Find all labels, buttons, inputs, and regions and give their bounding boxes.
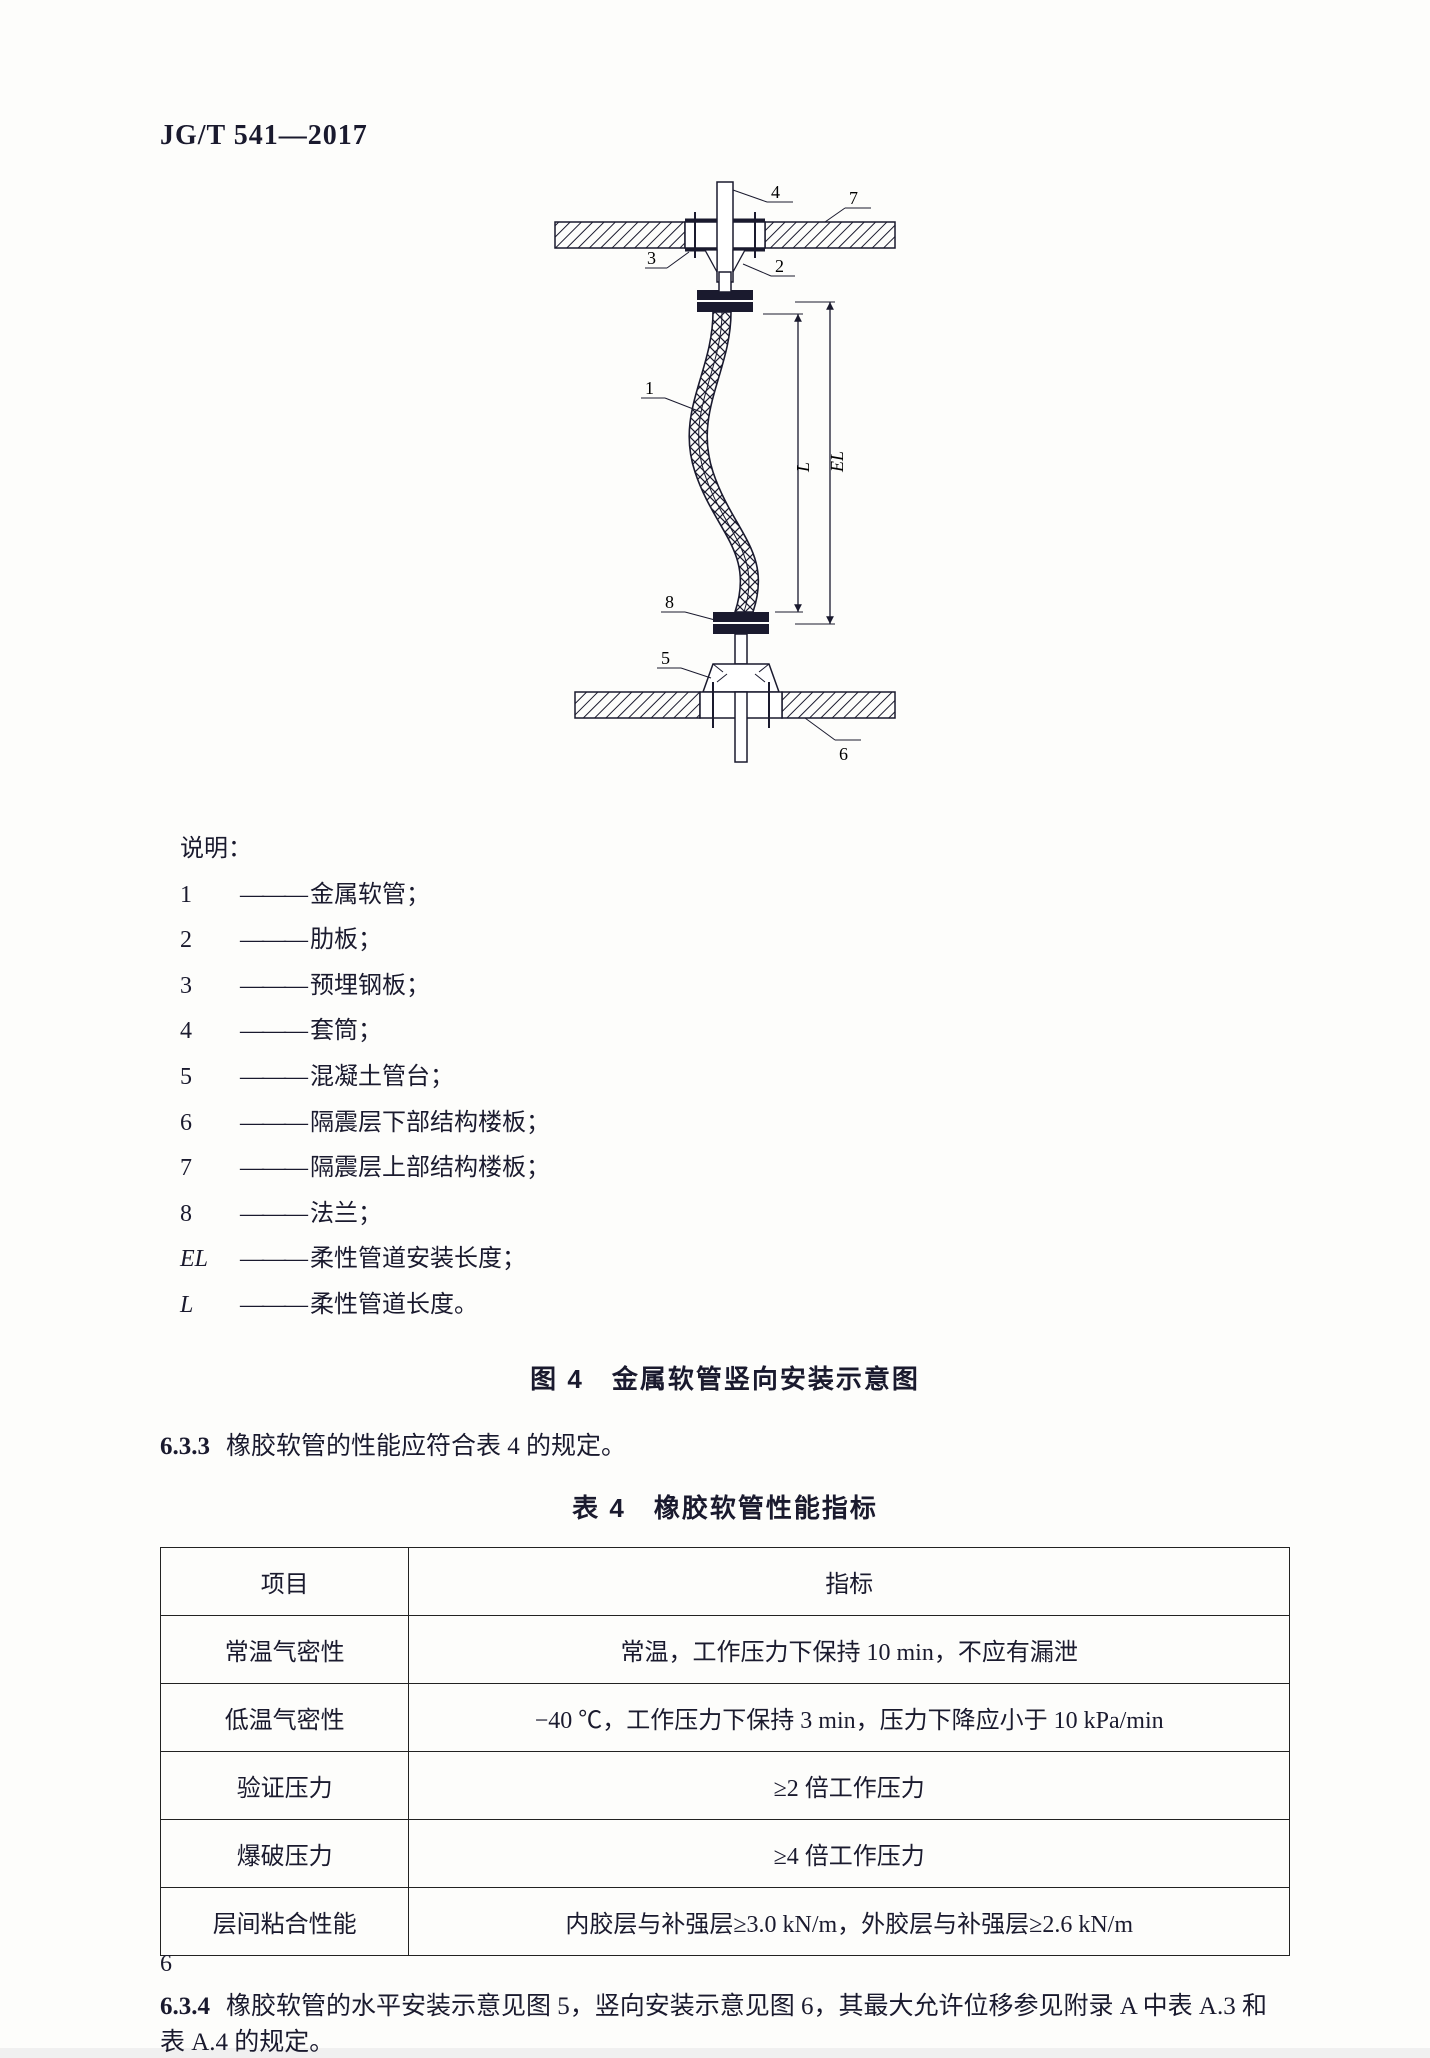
legend-key: 6 <box>180 1101 240 1147</box>
legend-row: L———柔性管道长度。 <box>180 1283 1290 1329</box>
callout-8: 8 <box>665 592 674 612</box>
legend-row: EL———柔性管道安装长度； <box>180 1237 1290 1283</box>
callout-2: 2 <box>775 256 784 276</box>
legend-text: 预埋钢板； <box>310 964 430 1010</box>
table-header-row: 项目 指标 <box>161 1547 1290 1615</box>
legend-row: 8———法兰； <box>180 1192 1290 1238</box>
legend-text: 混凝土管台； <box>310 1055 454 1101</box>
legend-row: 3———预埋钢板； <box>180 964 1290 1010</box>
legend-row: 7———隔震层上部结构楼板； <box>180 1146 1290 1192</box>
legend-row: 1———金属软管； <box>180 873 1290 919</box>
table-header-cell: 指标 <box>409 1547 1290 1615</box>
legend-key: 8 <box>180 1192 240 1238</box>
legend-row: 6———隔震层下部结构楼板； <box>180 1101 1290 1147</box>
table-row: 层间粘合性能内胶层与补强层≥3.0 kN/m，外胶层与补强层≥2.6 kN/m <box>161 1887 1290 1955</box>
legend-dash: ——— <box>240 1283 306 1329</box>
legend-dash: ——— <box>240 1009 306 1055</box>
table-cell: ≥2 倍工作压力 <box>409 1751 1290 1819</box>
legend-dash: ——— <box>240 873 306 919</box>
legend-key: L <box>180 1283 240 1329</box>
dim-label-L: L <box>793 462 813 473</box>
legend-row: 2———肋板； <box>180 918 1290 964</box>
callout-5: 5 <box>661 648 670 668</box>
table-cell: 爆破压力 <box>161 1819 409 1887</box>
table-cell: −40 ℃，工作压力下保持 3 min，压力下降应小于 10 kPa/min <box>409 1683 1290 1751</box>
legend-text: 金属软管； <box>310 873 430 919</box>
table-cell: 层间粘合性能 <box>161 1887 409 1955</box>
legend-text: 隔震层上部结构楼板； <box>310 1146 550 1192</box>
legend-dash: ——— <box>240 918 306 964</box>
table-row: 常温气密性常温，工作压力下保持 10 min，不应有漏泄 <box>161 1615 1290 1683</box>
legend-dash: ——— <box>240 964 306 1010</box>
legend-text: 柔性管道安装长度； <box>310 1237 526 1283</box>
clause-6-3-3: 6.3.3 橡胶软管的性能应符合表 4 的规定。 <box>160 1426 1290 1462</box>
legend-text: 柔性管道长度。 <box>310 1283 478 1329</box>
legend-key: EL <box>180 1237 240 1283</box>
clause-text: 橡胶软管的水平安装示意见图 5，竖向安装示意见图 6，其最大允许位移参见附录 A… <box>160 1993 1267 2056</box>
legend-text: 隔震层下部结构楼板； <box>310 1101 550 1147</box>
dim-label-EL: EL <box>827 451 847 473</box>
legend-key: 5 <box>180 1055 240 1101</box>
figure-caption: 图 4 金属软管竖向安装示意图 <box>160 1359 1290 1396</box>
legend-row: 4———套筒； <box>180 1009 1290 1055</box>
callout-4: 4 <box>771 182 780 202</box>
legend-title: 说明： <box>180 827 1290 873</box>
callout-7: 7 <box>849 188 858 208</box>
legend-key: 4 <box>180 1009 240 1055</box>
figure-legend: 说明： 1———金属软管；2———肋板；3———预埋钢板；4———套筒；5———… <box>180 827 1290 1329</box>
table-row: 验证压力≥2 倍工作压力 <box>161 1751 1290 1819</box>
clause-number: 6.3.3 <box>160 1433 210 1460</box>
callout-3: 3 <box>647 248 656 268</box>
legend-row: 5———混凝土管台； <box>180 1055 1290 1101</box>
legend-key: 2 <box>180 918 240 964</box>
legend-text: 肋板； <box>310 918 382 964</box>
legend-dash: ——— <box>240 1055 306 1101</box>
legend-key: 7 <box>180 1146 240 1192</box>
legend-dash: ——— <box>240 1101 306 1147</box>
table-4: 项目 指标 常温气密性常温，工作压力下保持 10 min，不应有漏泄低温气密性−… <box>160 1547 1290 1956</box>
standard-code: JG/T 541—2017 <box>160 120 1290 152</box>
figure-4: EL L 4 7 3 2 1 <box>160 172 1290 797</box>
legend-dash: ——— <box>240 1146 306 1192</box>
legend-text: 法兰； <box>310 1192 382 1238</box>
table-caption: 表 4 橡胶软管性能指标 <box>160 1488 1290 1525</box>
table-cell: 常温气密性 <box>161 1615 409 1683</box>
table-row: 爆破压力≥4 倍工作压力 <box>161 1819 1290 1887</box>
legend-dash: ——— <box>240 1192 306 1238</box>
table-cell: 内胶层与补强层≥3.0 kN/m，外胶层与补强层≥2.6 kN/m <box>409 1887 1290 1955</box>
legend-text: 套筒； <box>310 1009 382 1055</box>
table-cell: 常温，工作压力下保持 10 min，不应有漏泄 <box>409 1615 1290 1683</box>
callout-6: 6 <box>839 744 848 764</box>
table-cell: ≥4 倍工作压力 <box>409 1819 1290 1887</box>
page: JG/T 541—2017 <box>0 0 1430 2048</box>
clause-number: 6.3.4 <box>160 1993 210 2020</box>
table-cell: 验证压力 <box>161 1751 409 1819</box>
clause-6-3-4: 6.3.4橡胶软管的水平安装示意见图 5，竖向安装示意见图 6，其最大允许位移参… <box>160 1986 1290 2058</box>
table-cell: 低温气密性 <box>161 1683 409 1751</box>
figure-4-svg: EL L 4 7 3 2 1 <box>495 172 955 792</box>
table-header-cell: 项目 <box>161 1547 409 1615</box>
clause-text: 橡胶软管的性能应符合表 4 的规定。 <box>226 1433 626 1460</box>
callout-1: 1 <box>645 378 654 398</box>
legend-key: 1 <box>180 873 240 919</box>
legend-dash: ——— <box>240 1237 306 1283</box>
page-number: 6 <box>160 1951 172 1978</box>
table-row: 低温气密性−40 ℃，工作压力下保持 3 min，压力下降应小于 10 kPa/… <box>161 1683 1290 1751</box>
legend-key: 3 <box>180 964 240 1010</box>
